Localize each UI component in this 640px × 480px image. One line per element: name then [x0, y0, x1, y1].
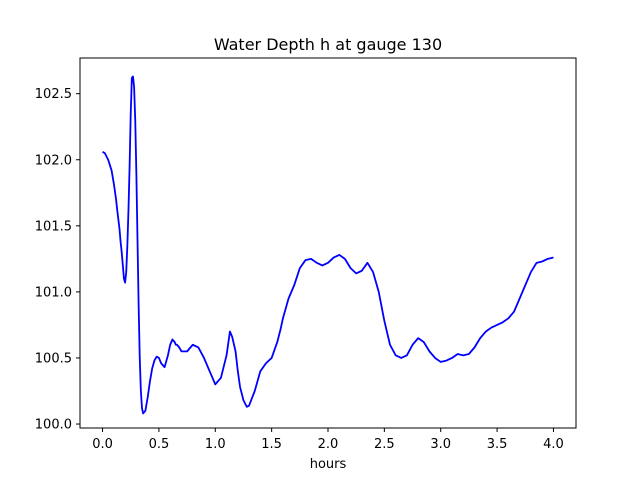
x-tick-label: 4.0 [543, 437, 564, 452]
x-axis: 0.0 0.5 1.0 1.5 2.0 2.5 3.0 3.5 4.0 [92, 428, 564, 452]
y-axis: 100.0 100.5 101.0 101.5 102.0 102.5 [35, 87, 80, 433]
series-line [102, 75, 554, 415]
x-tick-label: 0.5 [149, 437, 170, 452]
x-tick-label: 0.0 [92, 437, 113, 452]
y-tick-label: 100.5 [35, 351, 72, 366]
y-tick-label: 100.0 [35, 418, 72, 433]
x-tick-label: 3.5 [487, 437, 508, 452]
x-tick-label: 1.5 [261, 437, 282, 452]
chart-title: Water Depth h at gauge 130 [214, 35, 442, 54]
x-tick-label: 1.0 [205, 437, 226, 452]
x-tick-label: 2.5 [374, 437, 395, 452]
y-tick-label: 102.0 [35, 153, 72, 168]
y-tick-label: 102.5 [35, 87, 72, 102]
x-tick-label: 2.0 [318, 437, 339, 452]
x-tick-label: 3.0 [430, 437, 451, 452]
x-axis-label: hours [310, 457, 347, 472]
series-layer [102, 75, 554, 415]
y-tick-label: 101.0 [35, 285, 72, 300]
y-tick-label: 101.5 [35, 219, 72, 234]
